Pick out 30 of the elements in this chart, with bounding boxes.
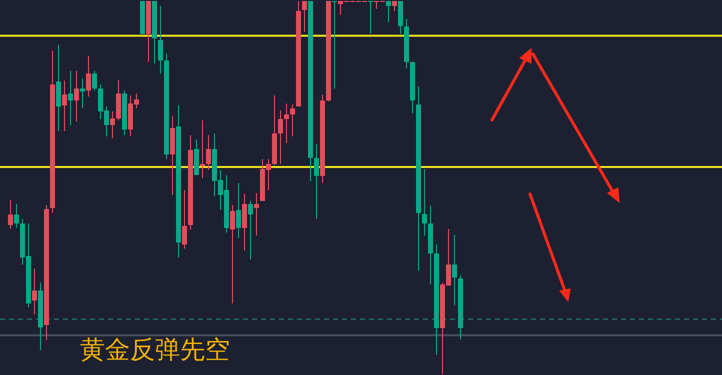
- candlestick: [290, 104, 295, 137]
- candlestick: [254, 192, 259, 236]
- candlestick: [158, 5, 163, 74]
- candlestick: [68, 70, 73, 126]
- candlestick: [62, 80, 67, 132]
- candlestick: [302, 0, 307, 32]
- candlestick: [8, 199, 13, 230]
- candlestick: [182, 190, 187, 250]
- candlestick: [92, 70, 97, 92]
- candlestick: [236, 182, 241, 238]
- candlestick: [278, 110, 283, 164]
- candlestick: [332, 0, 337, 90]
- candlestick: [206, 134, 211, 170]
- candlestick: [32, 268, 37, 315]
- candlestick: [110, 110, 115, 139]
- candlestick: [74, 70, 79, 122]
- candlestick: [14, 203, 19, 228]
- candlestick: [392, 0, 397, 12]
- candlestick: [314, 144, 319, 220]
- candlestick: [80, 78, 85, 109]
- candlestick: [386, 0, 391, 22]
- annotation: 黄金反弹先空: [80, 335, 230, 364]
- candlestick: [248, 200, 253, 260]
- candlestick: [242, 193, 247, 252]
- candlestick: [452, 234, 457, 306]
- candlestick: [230, 204, 235, 304]
- candlestick: [284, 103, 289, 144]
- candlestick: [368, 0, 373, 34]
- candlestick: [422, 168, 427, 236]
- candlestick: [86, 55, 91, 97]
